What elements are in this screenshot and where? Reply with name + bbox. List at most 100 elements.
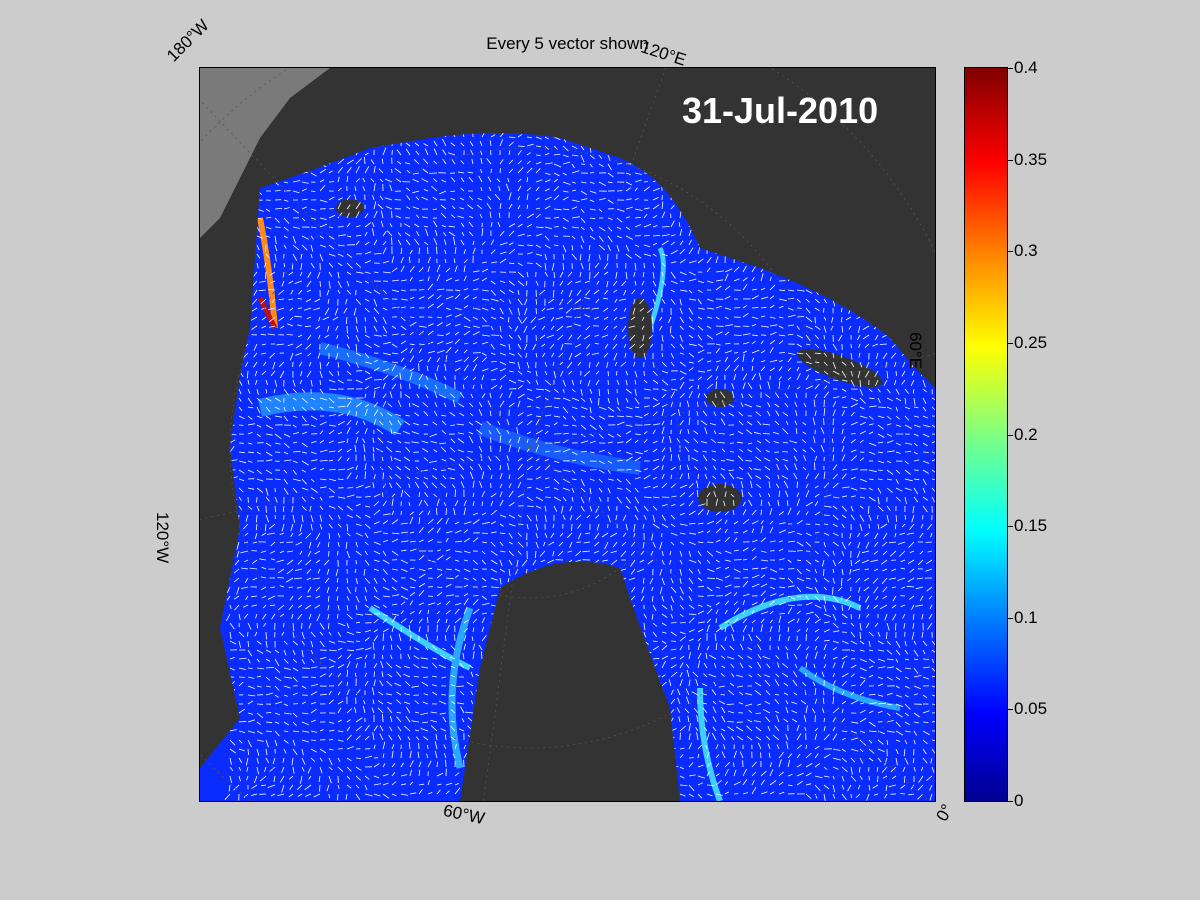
- vector-arrow: [679, 140, 685, 147]
- vector-arrow: [481, 277, 488, 282]
- vector-arrow: [517, 262, 523, 266]
- vector-arrow: [787, 230, 791, 237]
- vector-arrow: [905, 128, 907, 132]
- vector-arrow: [497, 222, 501, 228]
- vector-arrow: [481, 334, 490, 337]
- vector-arrow: [544, 271, 548, 277]
- vector-arrow: [857, 325, 861, 333]
- vector-arrow: [551, 262, 555, 271]
- vector-arrow: [400, 298, 408, 301]
- vector-arrow: [580, 478, 585, 487]
- vector-arrow: [310, 145, 314, 154]
- vector-arrow: [382, 618, 388, 624]
- vector-arrow: [661, 262, 666, 267]
- vector-arrow: [894, 361, 897, 367]
- vector-arrow: [661, 408, 665, 417]
- vector-arrow: [499, 613, 504, 617]
- vector-arrow: [377, 203, 384, 210]
- vector-arrow: [774, 679, 780, 687]
- vector-arrow: [568, 370, 573, 375]
- vector-arrow: [731, 633, 735, 642]
- vector-arrow: [931, 440, 935, 444]
- vector-arrow: [751, 547, 756, 552]
- vector-arrow: [441, 224, 447, 228]
- vector-arrow: [670, 220, 675, 228]
- vector-arrow: [625, 388, 632, 394]
- vector-arrow: [532, 559, 537, 566]
- vector-arrow: [544, 196, 552, 201]
- vector-arrow: [745, 429, 753, 435]
- vector-arrow: [427, 567, 433, 570]
- vector-arrow: [385, 178, 393, 183]
- vector-arrow: [785, 420, 789, 426]
- vector-arrow: [607, 685, 613, 689]
- vector-arrow: [256, 235, 263, 239]
- vector-arrow: [460, 457, 465, 462]
- vector-arrow: [373, 307, 380, 315]
- vector-arrow: [742, 609, 746, 615]
- vector-arrow: [877, 388, 881, 393]
- vector-arrow: [607, 631, 609, 638]
- vector-arrow: [353, 307, 357, 316]
- vector-arrow: [553, 658, 561, 661]
- vector-arrow: [710, 438, 717, 444]
- vector-arrow: [265, 459, 273, 462]
- vector-arrow: [786, 652, 789, 660]
- vector-arrow: [292, 640, 299, 646]
- vector-arrow: [858, 586, 861, 593]
- vector-arrow: [913, 136, 915, 142]
- vector-arrow: [586, 352, 591, 356]
- vector-arrow: [920, 523, 924, 529]
- vector-arrow: [679, 289, 688, 292]
- vector-arrow: [379, 420, 384, 426]
- vector-arrow: [858, 343, 861, 348]
- vector-arrow: [328, 440, 334, 444]
- vector-arrow: [550, 316, 555, 322]
- vector-arrow: [526, 420, 533, 426]
- vector-arrow: [535, 244, 541, 249]
- vector-arrow: [670, 391, 675, 399]
- vector-arrow: [720, 391, 726, 399]
- vector-arrow: [900, 604, 906, 608]
- vector-arrow: [526, 672, 530, 678]
- vector-arrow: [769, 367, 776, 372]
- vector-arrow: [499, 473, 503, 480]
- vector-arrow: [535, 307, 537, 315]
- vector-arrow: [381, 671, 384, 678]
- vector-arrow: [303, 307, 312, 311]
- vector-arrow: [823, 223, 827, 228]
- vector-arrow: [337, 136, 342, 143]
- vector-arrow: [580, 190, 587, 195]
- vector-arrow: [758, 493, 762, 498]
- vector-arrow: [670, 412, 676, 417]
- vector-arrow: [389, 475, 393, 480]
- vector-arrow: [670, 343, 675, 349]
- vector-arrow: [885, 280, 888, 286]
- vector-arrow: [265, 658, 271, 662]
- vector-arrow: [238, 361, 241, 368]
- vector-arrow: [821, 201, 825, 210]
- vector-arrow: [794, 194, 798, 201]
- vector-arrow: [603, 352, 609, 358]
- vector-arrow: [495, 455, 501, 462]
- vector-arrow: [389, 184, 393, 192]
- vector-arrow: [535, 352, 538, 358]
- vector-arrow: [679, 185, 683, 192]
- vector-arrow: [571, 415, 576, 421]
- vector-arrow: [425, 228, 429, 237]
- vector-arrow: [544, 505, 547, 512]
- vector-arrow: [877, 460, 885, 464]
- vector-arrow: [588, 262, 591, 271]
- vector-arrow: [270, 558, 276, 561]
- vector-arrow: [795, 392, 798, 399]
- vector-arrow: [841, 680, 847, 687]
- vector-arrow: [571, 397, 580, 401]
- vector-arrow: [580, 450, 587, 453]
- vector-arrow: [517, 233, 525, 237]
- vector-arrow: [306, 280, 312, 288]
- vector-arrow: [445, 556, 451, 561]
- vector-arrow: [895, 181, 901, 184]
- vector-arrow: [774, 420, 780, 426]
- vector-arrow: [814, 636, 820, 642]
- vector-arrow: [488, 678, 492, 687]
